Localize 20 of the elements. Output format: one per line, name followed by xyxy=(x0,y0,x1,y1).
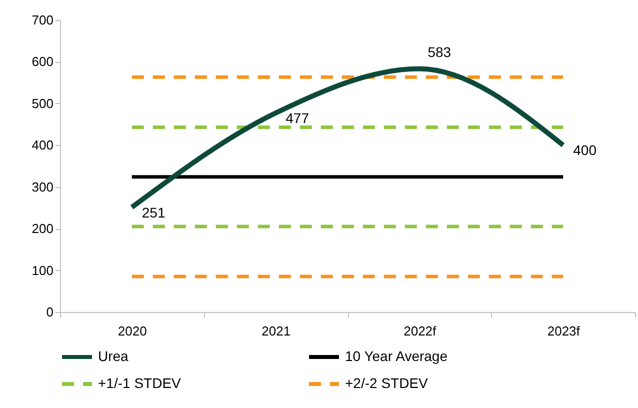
legend-label: +2/-2 STDEV xyxy=(345,375,429,391)
legend-label: 10 Year Average xyxy=(345,348,448,364)
y-tick-label: 500 xyxy=(32,96,54,111)
data-label: 583 xyxy=(428,44,452,60)
y-tick-label: 400 xyxy=(32,138,54,153)
y-tick-label: 600 xyxy=(32,54,54,70)
y-tick-label: 100 xyxy=(32,262,54,278)
data-label: 251 xyxy=(142,204,166,220)
y-tick-label: 700 xyxy=(32,12,54,28)
x-tick-label: 2022f xyxy=(404,324,437,338)
x-tick-label: 2020 xyxy=(118,324,147,338)
x-tick-label: 2021 xyxy=(262,324,291,338)
data-label: 400 xyxy=(573,142,597,158)
y-tick-label: 0 xyxy=(46,304,54,320)
y-tick-label: 300 xyxy=(32,179,54,194)
legend-label: +1/-1 STDEV xyxy=(98,375,182,391)
y-tick-label: 200 xyxy=(32,221,54,236)
data-label: 477 xyxy=(286,110,310,126)
legend-label: Urea xyxy=(98,348,129,364)
x-tick-label: 2023f xyxy=(547,324,580,338)
